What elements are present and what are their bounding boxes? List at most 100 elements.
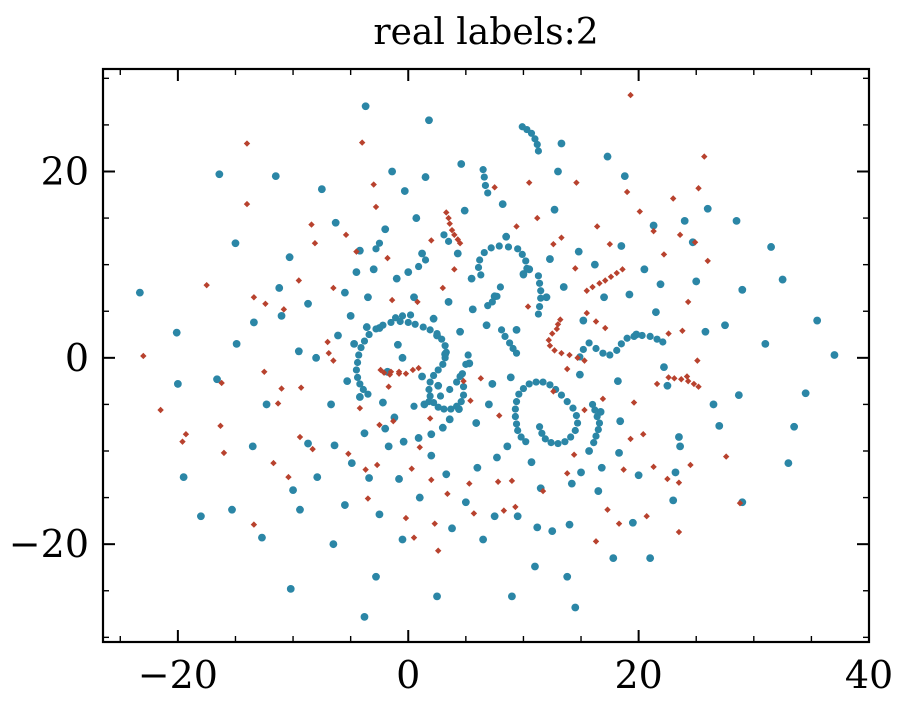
data-point-red xyxy=(353,248,360,255)
data-point-blue xyxy=(613,346,621,354)
data-point-blue xyxy=(395,475,403,483)
data-point-red xyxy=(444,490,451,498)
data-point-blue xyxy=(425,385,433,394)
data-point-blue xyxy=(761,339,770,348)
data-point-red xyxy=(428,237,435,244)
data-point-blue xyxy=(477,271,485,279)
data-point-blue xyxy=(628,518,637,527)
data-point-blue xyxy=(569,404,577,412)
data-point-red xyxy=(342,231,350,239)
data-point-blue xyxy=(334,331,342,340)
series-0 xyxy=(135,102,839,621)
data-point-red xyxy=(539,487,547,495)
data-point-blue xyxy=(433,592,441,601)
data-point-blue xyxy=(415,262,423,271)
data-point-red xyxy=(695,185,702,192)
data-point-red xyxy=(675,479,683,486)
data-point-blue xyxy=(497,326,506,334)
data-point-blue xyxy=(453,378,461,386)
data-point-blue xyxy=(595,419,604,427)
data-point-blue xyxy=(248,442,257,451)
data-point-red xyxy=(494,478,502,485)
data-point-blue xyxy=(372,325,380,333)
data-point-blue xyxy=(360,612,369,621)
data-point-red xyxy=(446,220,453,227)
data-point-blue xyxy=(456,372,464,381)
data-point-blue xyxy=(392,274,401,283)
data-point-red xyxy=(545,336,552,344)
data-point-blue xyxy=(703,204,712,213)
data-point-blue xyxy=(514,245,522,253)
data-point-blue xyxy=(456,327,464,336)
data-point-blue xyxy=(464,351,472,359)
data-point-blue xyxy=(369,265,378,274)
data-point-red xyxy=(623,188,631,196)
data-point-blue xyxy=(512,398,521,406)
data-point-blue xyxy=(421,256,430,264)
data-point-red xyxy=(589,283,596,291)
data-point-blue xyxy=(355,393,364,401)
data-point-red xyxy=(627,435,634,443)
data-point-red xyxy=(308,221,315,228)
data-point-blue xyxy=(462,360,470,368)
data-point-blue xyxy=(438,335,446,343)
data-point-red xyxy=(701,153,708,160)
data-point-red xyxy=(564,470,571,477)
data-point-blue xyxy=(594,487,603,495)
data-point-red xyxy=(636,208,643,215)
data-point-blue xyxy=(313,473,322,481)
chart-title: real labels:2 xyxy=(373,12,598,53)
data-point-red xyxy=(513,223,520,230)
data-point-blue xyxy=(379,321,387,329)
data-point-red xyxy=(376,421,383,429)
data-point-blue xyxy=(429,371,438,380)
data-point-blue xyxy=(535,302,544,311)
data-point-red xyxy=(592,538,600,545)
data-point-blue xyxy=(557,139,566,148)
data-point-blue xyxy=(427,451,436,460)
data-point-blue xyxy=(675,433,683,441)
data-point-blue xyxy=(360,337,369,345)
data-point-blue xyxy=(534,147,543,155)
data-point-red xyxy=(388,296,396,304)
data-point-red xyxy=(676,231,684,239)
data-point-blue xyxy=(415,493,424,502)
data-point-blue xyxy=(353,358,362,367)
data-point-red xyxy=(690,380,698,388)
data-point-blue xyxy=(352,268,361,277)
data-point-red xyxy=(431,520,438,527)
data-point-red xyxy=(285,473,292,481)
data-point-red xyxy=(324,338,331,346)
data-point-blue xyxy=(398,353,407,362)
data-point-red xyxy=(736,499,744,507)
data-point-red xyxy=(402,370,410,377)
data-point-blue xyxy=(550,205,559,214)
data-point-red xyxy=(630,399,638,406)
data-point-red xyxy=(550,388,557,395)
data-point-red xyxy=(491,184,498,191)
data-point-red xyxy=(217,422,224,430)
data-point-blue xyxy=(258,533,266,542)
data-point-blue xyxy=(692,277,701,286)
data-point-red xyxy=(643,513,650,520)
data-point-blue xyxy=(434,403,442,411)
data-point-blue xyxy=(418,249,426,258)
data-point-blue xyxy=(554,439,562,448)
data-point-blue xyxy=(527,458,536,467)
data-point-blue xyxy=(784,459,793,468)
data-point-blue xyxy=(630,332,638,340)
data-point-blue xyxy=(365,474,373,482)
data-point-blue xyxy=(599,349,607,357)
data-point-blue xyxy=(609,554,618,563)
data-point-red xyxy=(604,506,611,513)
data-point-blue xyxy=(813,316,822,325)
data-point-red xyxy=(278,385,285,392)
data-point-red xyxy=(362,466,369,473)
data-point-red xyxy=(309,445,316,453)
data-point-blue xyxy=(534,310,543,318)
data-point-blue xyxy=(388,167,397,176)
data-point-blue xyxy=(484,400,493,409)
data-point-red xyxy=(694,357,701,364)
data-point-red xyxy=(615,520,623,527)
data-point-blue xyxy=(547,439,555,447)
